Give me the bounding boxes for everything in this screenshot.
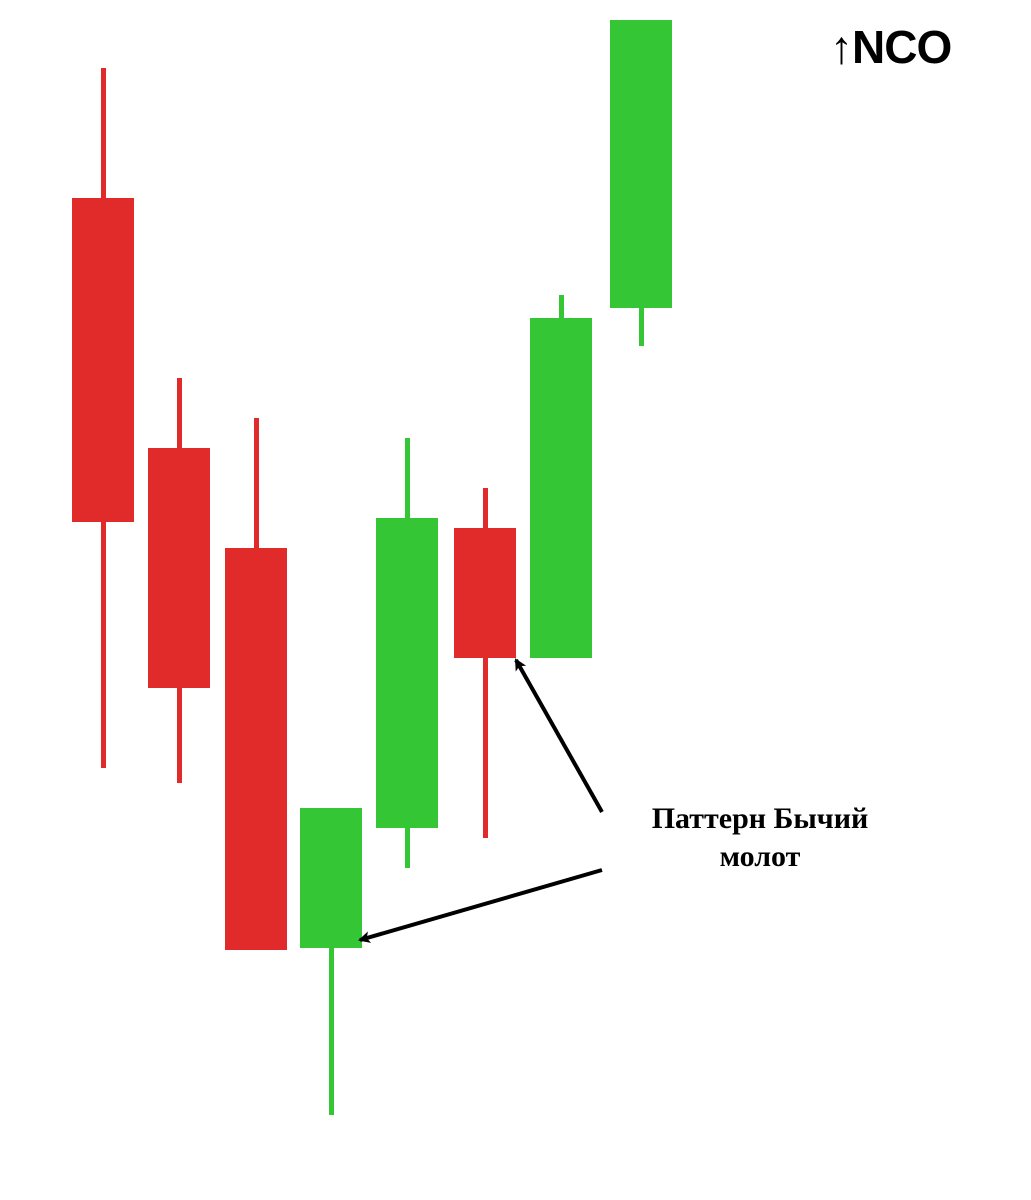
logo-text: ↑NCO [830,21,951,73]
bull-candle-body [610,20,672,308]
bear-candle-body [454,528,516,658]
bear-candle-body [148,448,210,688]
candle-lower-wick [483,658,488,838]
candle-lower-wick [405,828,410,868]
bull-candle-body [300,808,362,948]
bear-candle-body [225,548,287,950]
candle-lower-wick [177,688,182,783]
candle-upper-wick [101,68,106,198]
annotation-line-2: молот [600,838,920,876]
candle-upper-wick [405,438,410,518]
bull-candle-body [530,318,592,658]
logo: ↑NCO [830,20,951,74]
candlestick-chart [0,0,1031,1200]
bull-candle-body [376,518,438,828]
candle-upper-wick [254,418,259,548]
pattern-annotation-label: Паттерн Бычий молот [600,800,920,875]
candle-upper-wick [177,378,182,448]
bear-candle-body [72,198,134,522]
annotation-line-1: Паттерн Бычий [600,800,920,838]
candle-lower-wick [101,522,106,768]
candle-lower-wick [639,308,644,346]
candle-upper-wick [559,295,564,318]
candle-upper-wick [483,488,488,528]
candle-lower-wick [329,948,334,1115]
